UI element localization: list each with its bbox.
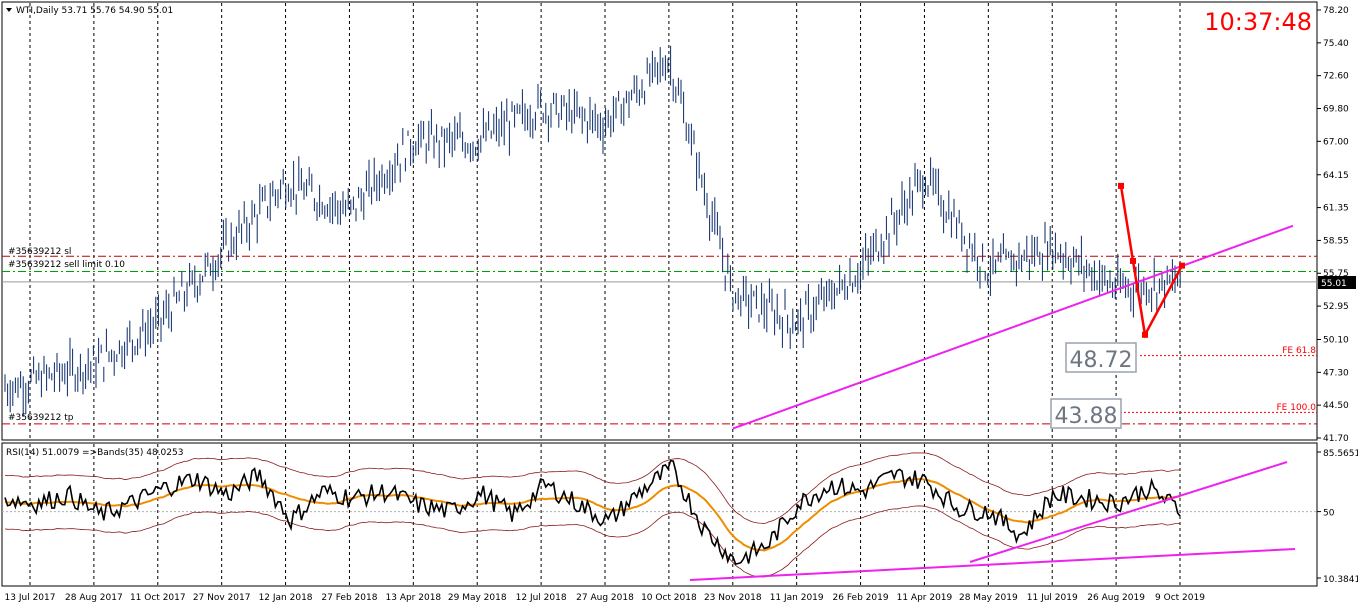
price-tick-label: 52.95 bbox=[1323, 302, 1349, 312]
price-tick-label: 50.10 bbox=[1323, 336, 1349, 346]
rsi-trendline bbox=[969, 461, 1288, 563]
rsi-tick-label: 10.3841 bbox=[1323, 575, 1358, 585]
price-tick-label: 72.60 bbox=[1323, 72, 1349, 82]
pattern-point bbox=[1142, 331, 1148, 338]
price-tick-label: 44.50 bbox=[1323, 401, 1349, 411]
target2-box[interactable] bbox=[1050, 398, 1122, 429]
chart-drawings[interactable] bbox=[732, 182, 1294, 430]
date-tick-label: 11 Apr 2019 bbox=[897, 593, 953, 603]
fe618-label: FE 61.8 bbox=[1282, 346, 1316, 356]
price-tick-label: 41.70 bbox=[1323, 434, 1349, 444]
date-tick-label: 11 Jul 2019 bbox=[1027, 593, 1078, 603]
order-levels bbox=[2, 255, 1317, 513]
price-tick-label: 58.55 bbox=[1323, 236, 1349, 246]
date-tick-label: 27 Feb 2018 bbox=[321, 593, 377, 603]
trendline bbox=[732, 224, 1294, 430]
sell-limit-label: #35639212 sell limit 0.10 bbox=[8, 260, 125, 270]
vertical-grid bbox=[29, 3, 1181, 585]
date-tick-label: 13 Jul 2017 bbox=[5, 593, 56, 603]
chart-menu-icon[interactable] bbox=[6, 8, 12, 12]
price-tick-label: 75.40 bbox=[1323, 39, 1349, 49]
date-tick-label: 28 May 2019 bbox=[959, 593, 1018, 603]
price-bars bbox=[4, 45, 1181, 417]
date-tick-label: 10 Oct 2018 bbox=[641, 593, 697, 603]
price-tick-label: 47.30 bbox=[1323, 368, 1349, 378]
pattern-point bbox=[1130, 257, 1136, 264]
date-tick-label: 27 Nov 2017 bbox=[193, 593, 251, 603]
price-tick-label: 55.75 bbox=[1323, 269, 1349, 279]
date-tick-label: 26 Feb 2019 bbox=[833, 593, 889, 603]
axes: 13 Jul 2017 28 Aug 2017 11 Oct 2017 27 Nov … bbox=[5, 6, 1358, 603]
date-tick-label: 11 Oct 2017 bbox=[130, 593, 186, 603]
price-tick-label: 69.80 bbox=[1323, 104, 1349, 114]
target1-box[interactable] bbox=[1065, 342, 1137, 373]
pattern-line bbox=[1119, 185, 1184, 339]
date-tick-label: 28 Aug 2017 bbox=[65, 593, 123, 603]
current-price-tag bbox=[1318, 276, 1356, 289]
price-tick-label: 67.00 bbox=[1323, 137, 1349, 147]
date-tick-label: 26 Aug 2019 bbox=[1087, 593, 1145, 603]
pattern-point bbox=[1118, 182, 1124, 189]
tp-label: #35639212 tp bbox=[8, 413, 74, 423]
rsi-support-line bbox=[689, 548, 1296, 581]
sl-label: #35639212 sl bbox=[8, 247, 71, 257]
rsi-lower-band bbox=[4, 505, 1181, 578]
date-tick-label: 29 May 2018 bbox=[448, 593, 507, 603]
date-tick-label: 11 Jan 2019 bbox=[770, 593, 824, 603]
target1-text: 48.72 bbox=[1070, 348, 1133, 373]
fe100-label: FE 100.0 bbox=[1277, 403, 1317, 413]
current-price-text: 55.01 bbox=[1321, 279, 1347, 289]
clock: 10:37:48 bbox=[1204, 8, 1312, 36]
rsi-panel[interactable] bbox=[1, 442, 1318, 587]
price-panel[interactable] bbox=[1, 1, 1318, 441]
price-tick-label: 61.35 bbox=[1323, 204, 1349, 214]
target2-text: 43.88 bbox=[1055, 404, 1118, 429]
rsi-header: RSI(14) 51.0079 =>Bands(35) 48.0253 bbox=[6, 448, 183, 458]
price-tick-label: 78.20 bbox=[1323, 6, 1349, 16]
date-tick-label: 23 Nov 2018 bbox=[704, 593, 762, 603]
rsi-upper-band bbox=[4, 452, 1181, 525]
date-tick-label: 9 Oct 2019 bbox=[1155, 593, 1205, 603]
rsi-line bbox=[4, 459, 1181, 565]
pattern-point bbox=[1179, 262, 1185, 269]
date-tick-label: 27 Aug 2018 bbox=[576, 593, 634, 603]
price-tick-label: 64.15 bbox=[1323, 171, 1349, 181]
date-tick-label: 12 Jul 2018 bbox=[516, 593, 567, 603]
date-tick-label: 13 Apr 2018 bbox=[386, 593, 442, 603]
rsi-indicator bbox=[4, 452, 1296, 581]
symbol-info: WTI,Daily 53.71 55.76 54.90 55.01 bbox=[16, 6, 173, 16]
rsi-tick-label: 85.5651 bbox=[1323, 449, 1358, 459]
date-tick-label: 12 Jan 2018 bbox=[259, 593, 313, 603]
rsi-tick-label: 50 bbox=[1323, 509, 1335, 519]
